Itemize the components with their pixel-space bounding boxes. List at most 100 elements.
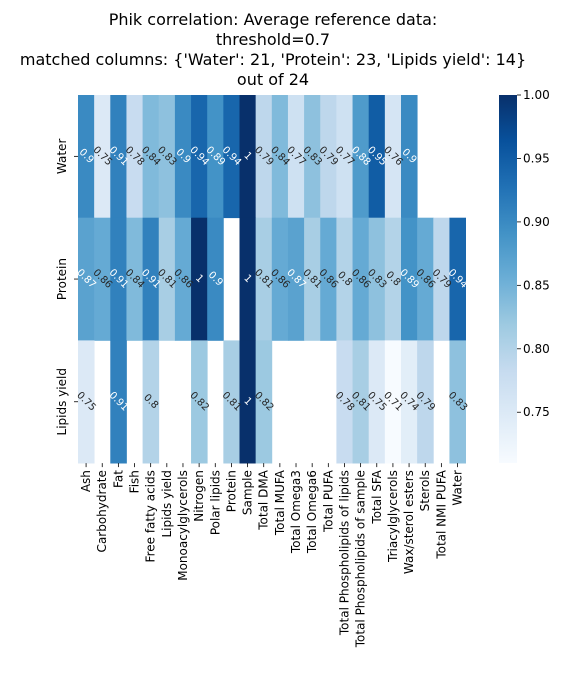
heatmap-cell	[336, 95, 353, 219]
heatmap-cell	[352, 95, 370, 219]
heatmap-cell	[287, 217, 305, 341]
column-tick-label: Water	[451, 470, 465, 506]
column-tick-label: Sterols	[418, 470, 432, 511]
colorbar-tick-label: 1.00	[523, 88, 550, 102]
heatmap-cell	[401, 95, 418, 219]
column-tick-label: Polar lipids	[208, 470, 222, 535]
colorbar-tick-label: 0.90	[523, 215, 550, 229]
heatmap-cell	[78, 340, 95, 464]
heatmap-cell	[239, 340, 257, 464]
heatmap-cell	[239, 95, 257, 219]
heatmap-cell	[158, 217, 176, 341]
heatmap-cell	[223, 340, 240, 464]
column-tick-label: Total Omega3	[289, 470, 303, 554]
heatmap-cell	[287, 95, 305, 219]
heatmap-cell	[174, 95, 192, 219]
heatmap-cell	[401, 340, 418, 464]
heatmap-cell	[191, 340, 208, 464]
row-tick-labels: Water Protein Lipids yield	[55, 139, 78, 435]
chart-title-line-4: out of 24	[237, 70, 309, 89]
row-tick-label: Protein	[55, 258, 69, 300]
heatmap-cell	[384, 217, 402, 341]
heatmap-cell	[352, 340, 370, 464]
heatmap-cell	[110, 95, 127, 219]
heatmap-cell	[239, 217, 257, 341]
heatmap-cell	[78, 95, 95, 219]
chart-title-line-1: Phik correlation: Average reference data…	[109, 10, 438, 29]
heatmap-cell	[255, 95, 273, 219]
column-tick-label: Fish	[128, 470, 142, 493]
column-tick-label: Total PUFA	[321, 469, 335, 533]
column-tick-label: Total MUFA	[273, 469, 287, 536]
heatmap-cell	[78, 217, 95, 341]
heatmap-cell	[191, 217, 208, 341]
row-tick-label: Water	[55, 139, 69, 175]
chart-title-line-3: matched columns: {'Water': 21, 'Protein'…	[20, 50, 526, 69]
heatmap-cell	[271, 217, 289, 341]
heatmap-cell	[255, 217, 273, 341]
colorbar-ticks: 0.75 0.80 0.85 0.90 0.95 1.00	[517, 88, 550, 419]
colorbar-gradient	[499, 95, 517, 463]
heatmap-cell	[368, 95, 386, 219]
column-tick-label: Total Phospholipids of lipids	[337, 470, 351, 636]
colorbar-tick-label: 0.75	[523, 405, 550, 419]
chart-title-line-2: threshold=0.7	[216, 30, 330, 49]
column-tick-label: Sample	[241, 470, 255, 515]
heatmap-cell	[368, 217, 386, 341]
heatmap-cell	[417, 217, 434, 341]
heatmap-cell	[384, 340, 402, 464]
colorbar-tick-label: 0.95	[523, 151, 550, 165]
column-tick-label: Ash	[79, 470, 93, 492]
colorbar-tick-label: 0.85	[523, 278, 550, 292]
heatmap-cell	[368, 340, 386, 464]
heatmap-cell	[174, 217, 192, 341]
heatmap-cell	[320, 217, 337, 341]
column-tick-label: Wax/sterol esters	[402, 470, 416, 574]
colorbar-tick-label: 0.80	[523, 342, 550, 356]
heatmap-cell	[255, 340, 273, 464]
column-tick-label: Total DMA	[257, 469, 271, 530]
heatmap-cell	[110, 340, 127, 464]
heatmap-cell	[158, 95, 176, 219]
heatmap-cell	[94, 217, 111, 341]
heatmap-cell	[207, 95, 224, 219]
column-tick-label: Protein	[224, 470, 238, 512]
heatmap-cell	[449, 340, 466, 464]
heatmap-cell	[271, 95, 289, 219]
column-tick-label: Total SFA	[370, 469, 384, 524]
heatmap-cell	[384, 95, 402, 219]
heatmap-cell	[191, 95, 208, 219]
column-tick-label: Fat	[111, 470, 125, 488]
heatmap-cell	[336, 217, 353, 341]
heatmap-cell	[142, 95, 160, 219]
colorbar: 0.75 0.80 0.85 0.90 0.95 1.00	[499, 88, 550, 463]
chart-title: Phik correlation: Average reference data…	[20, 10, 526, 89]
heatmap-cells	[78, 95, 466, 464]
column-tick-label: Nitrogen	[192, 470, 206, 522]
column-tick-label: Carbohydrate	[95, 470, 109, 552]
column-tick-labels: Ash Carbohydrate Fat Fish Free fatty acids Li…	[79, 463, 465, 648]
column-tick-label: Total NMI PUFA	[434, 469, 448, 559]
heatmap-cell	[126, 217, 143, 341]
column-tick-label: Monoacylglycerols	[176, 470, 190, 581]
heatmap-cell	[449, 217, 466, 341]
heatmap-cell	[110, 217, 127, 341]
heatmap-cell	[304, 95, 321, 219]
heatmap-cell	[401, 217, 418, 341]
column-tick-label: Free fatty acids	[144, 470, 158, 562]
column-tick-label: Lipids yield	[160, 470, 174, 537]
column-tick-label: Total Omega6	[305, 470, 319, 554]
heatmap-cell	[207, 217, 224, 341]
column-tick-label: Total Phospholipids of sample	[354, 470, 368, 648]
heatmap-cell	[417, 340, 434, 464]
column-tick-label: Triacylglycerols	[386, 470, 400, 563]
heatmap-cell	[94, 95, 111, 219]
heatmap-cell	[223, 95, 240, 219]
heatmap-cell	[142, 217, 160, 341]
heatmap-cell	[304, 217, 321, 341]
heatmap-cell	[336, 340, 353, 464]
row-tick-label: Lipids yield	[55, 368, 69, 435]
heatmap-cell	[352, 217, 370, 341]
heatmap-cell	[142, 340, 160, 464]
